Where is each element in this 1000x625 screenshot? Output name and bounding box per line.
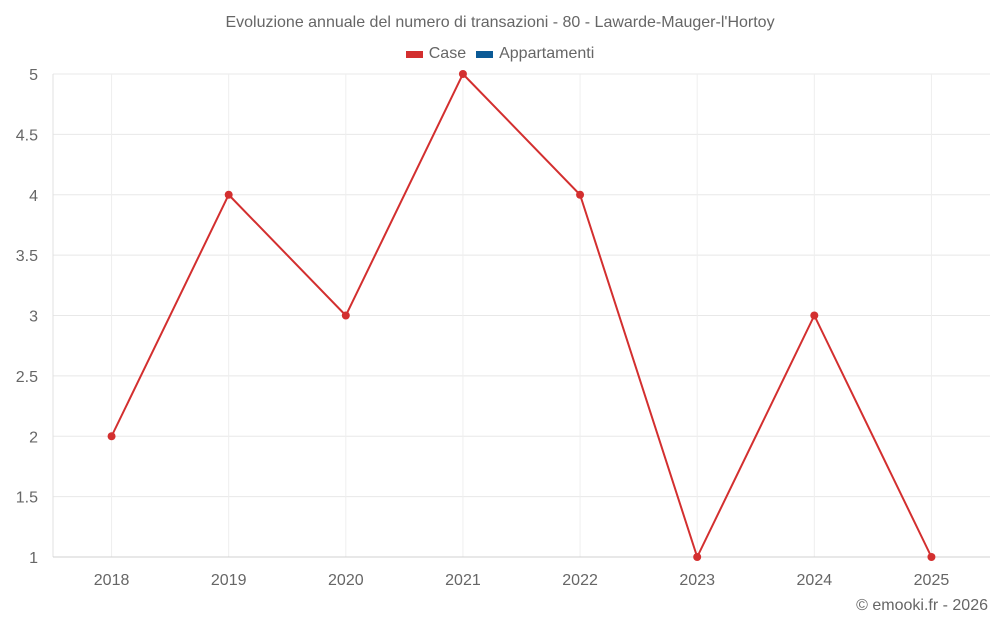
data-point[interactable] <box>224 190 233 199</box>
x-tick-label: 2025 <box>914 572 950 589</box>
legend-item-case[interactable]: Case <box>405 45 467 63</box>
x-tick-label: 2024 <box>797 572 833 589</box>
x-tick-label: 2021 <box>445 572 481 589</box>
data-point[interactable] <box>341 311 350 320</box>
series-line-case <box>110 72 933 560</box>
x-tick-label: 2019 <box>211 572 247 589</box>
legend-item-appartamenti[interactable]: Appartamenti <box>476 45 594 63</box>
chart-legend: Case Appartamenti <box>0 45 1000 63</box>
x-tick-label: 2023 <box>679 572 715 589</box>
y-tick-label: 3 <box>29 309 38 326</box>
data-point[interactable] <box>458 70 467 78</box>
legend-swatch-case <box>405 50 423 58</box>
data-point[interactable] <box>693 553 702 561</box>
credit-text: © emooki.fr - 2026 <box>856 597 988 614</box>
x-tick-label: 2020 <box>328 572 364 589</box>
y-tick-label: 1 <box>29 550 38 567</box>
data-point[interactable] <box>107 432 116 441</box>
legend-label-appartamenti: Appartamenti <box>499 45 595 62</box>
y-tick-label: 3.5 <box>16 248 38 265</box>
y-tick-label: 1.5 <box>16 490 38 507</box>
grid <box>52 73 990 558</box>
y-tick-label: 5 <box>29 67 38 84</box>
legend-label-case: Case <box>428 45 467 62</box>
data-point[interactable] <box>927 553 936 561</box>
y-tick-label: 2 <box>29 429 38 446</box>
legend-swatch-appartamenti <box>476 50 494 58</box>
y-tick-label: 4.5 <box>16 127 38 144</box>
data-point[interactable] <box>810 311 819 320</box>
x-tick-label: 2018 <box>94 572 130 589</box>
data-point[interactable] <box>576 190 585 199</box>
chart-title: Evoluzione annuale del numero di transaz… <box>225 14 775 31</box>
y-tick-label: 2.5 <box>16 369 38 386</box>
y-tick-label: 4 <box>29 188 38 205</box>
x-tick-label: 2022 <box>562 572 598 589</box>
